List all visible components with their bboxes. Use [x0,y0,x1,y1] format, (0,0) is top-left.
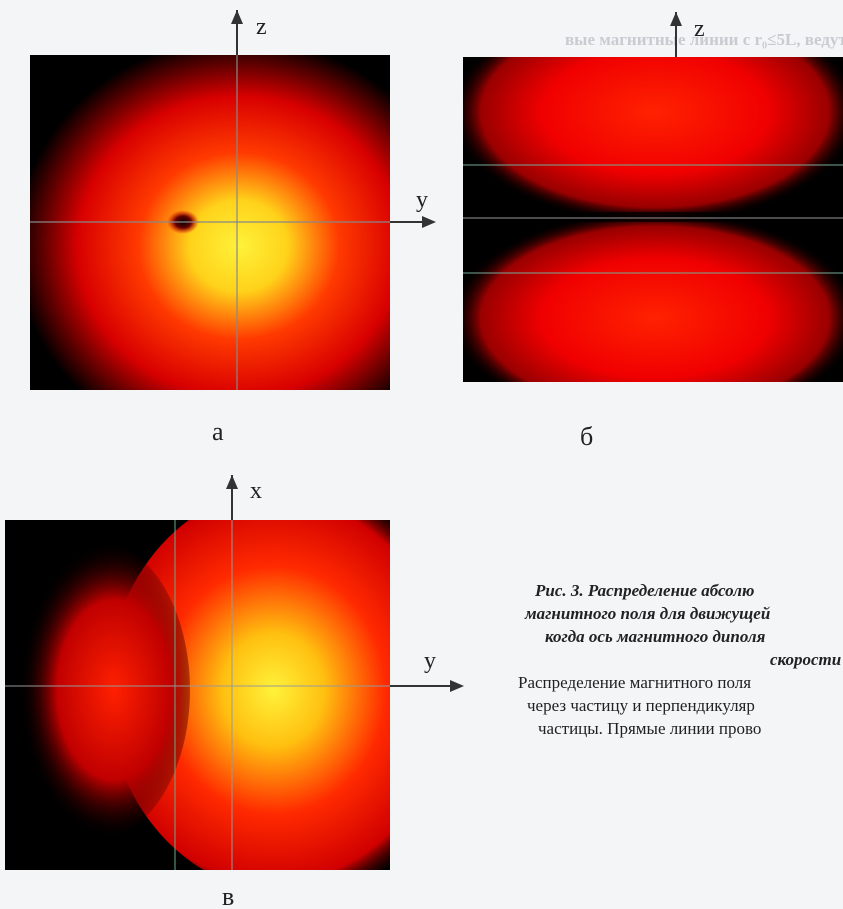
lobe [463,57,843,224]
lobe [5,540,190,840]
lobe [463,210,843,382]
caption-title: Рис. 3. Распределение абсолю [534,581,754,600]
arrow [422,216,436,228]
axis-label: y [424,648,436,674]
gap [463,212,843,222]
caption-body: через частицу и перпендикуляр [527,696,755,715]
arrow [450,680,464,692]
caption-title: магнитного поля для движущей [524,604,770,623]
axis-label: y [416,187,428,213]
background-text: вые магнитные линии с r₀≤5L, ведут себя [565,30,843,49]
panel-label: а [212,417,224,446]
caption-body: Распределение магнитного поля [518,673,751,692]
arrow [231,10,243,24]
axis-label: z [694,16,705,42]
axis-label: z [256,14,267,40]
caption-title: когда ось магнитного диполя [545,627,766,646]
panel-label: в [222,882,234,909]
panel-label: б [580,422,593,451]
arrow [226,475,238,489]
arrow [670,12,682,26]
lobe [107,520,390,870]
caption-title: скорости [770,650,841,669]
caption-body: частицы. Прямые линии прово [538,719,761,738]
axis-label: x [250,478,262,504]
